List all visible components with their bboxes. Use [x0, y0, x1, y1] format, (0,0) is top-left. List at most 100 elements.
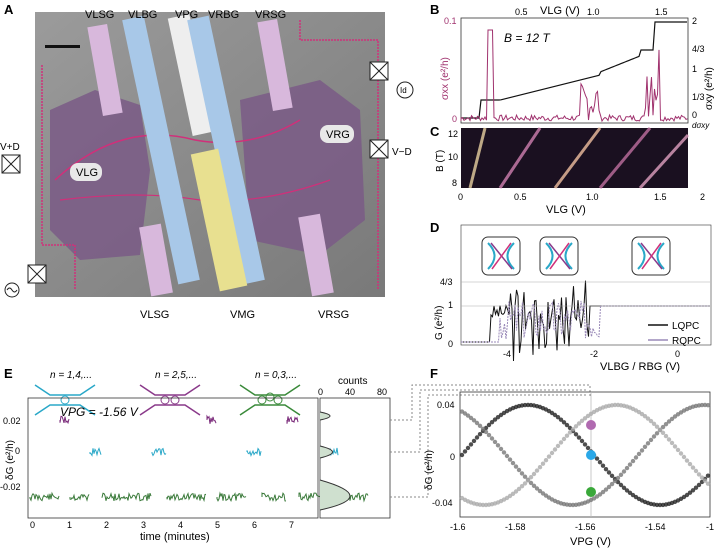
b-right-tick-3: 1/3: [692, 92, 705, 102]
f-data-point: [465, 445, 471, 451]
f-data-point: [573, 432, 579, 437]
b-left-axis-label: σxx (e²/h): [440, 57, 451, 100]
f-data-point: [477, 432, 483, 437]
label-vlsg-top: VLSG: [85, 9, 114, 21]
c-x-tick-0: 0: [458, 192, 463, 202]
e-hist-peak: [319, 479, 351, 511]
panel-f: 0.04 0 -0.04 δG (e²/h) -1.6 -1.58 -1.56 …: [424, 391, 714, 548]
f-data-point: [474, 435, 480, 440]
f-data-point: [642, 444, 648, 449]
e-x-tick: 0: [30, 520, 35, 530]
f-data-point: [600, 463, 606, 468]
panel-label-b: B: [430, 2, 439, 17]
c-streak: [498, 127, 542, 189]
c-heatmap: [461, 128, 688, 188]
f-data-point: [702, 478, 708, 483]
e-x-tick: 5: [215, 520, 220, 530]
f-data-point: [525, 478, 531, 483]
connector-lines: [390, 384, 591, 498]
f-x-tick-3: -1.54: [645, 522, 666, 532]
f-data-point: [666, 419, 672, 424]
f-data-point: [666, 437, 672, 442]
f-data-point: [684, 458, 690, 463]
f-data-point: [654, 424, 660, 429]
f-y-tick-2: -0.04: [432, 498, 453, 508]
panel-e: n = 1,4,... n = 2,5,... n = 0,3,... VPG …: [0, 370, 391, 543]
c-y-tick-1: 10: [448, 152, 458, 162]
f-data-point: [531, 483, 537, 488]
f-data-point: [660, 424, 666, 430]
f-data-point: [486, 432, 492, 438]
f-data-point: [489, 420, 495, 425]
panel-b: B = 12 T VLG (V) 0.5 1.0 1.5 0.1 0 σxx (…: [440, 5, 715, 124]
f-data-point: [459, 452, 465, 458]
f-data-point: [465, 413, 471, 418]
d-legend-lqpc: LQPC: [672, 321, 699, 332]
panel-label-f: F: [430, 366, 438, 381]
f-data-point: [663, 422, 669, 427]
e-trace-segment: [89, 447, 102, 457]
f-data-point: [669, 416, 675, 422]
rsg-bottom-gate: [298, 213, 334, 297]
f-data-point: [657, 427, 663, 432]
f-data-point: [603, 467, 609, 472]
f-data-point: [681, 454, 687, 460]
f-data-point: [627, 490, 633, 495]
f-x-tick-4: -1: [706, 522, 714, 532]
pg-gate: [167, 14, 215, 136]
f-data-point: [570, 427, 576, 432]
terminal-vd-minus: V−D: [369, 139, 412, 159]
f-data-point: [549, 450, 555, 456]
rg-region: [240, 80, 365, 255]
e-trace-segment: [69, 493, 90, 502]
d-y-axis-label: G (e²/h): [434, 306, 445, 340]
f-data-point: [603, 487, 609, 492]
f-data-point: [507, 457, 513, 462]
f-data-point: [471, 438, 477, 444]
e-x-tick: 4: [178, 520, 183, 530]
f-data-point: [576, 421, 582, 426]
f-data-point: [531, 471, 537, 477]
vlg-badge: VLG: [70, 163, 102, 181]
f-data-point: [501, 450, 507, 455]
f-data-point: [486, 422, 492, 428]
f-data-point: [468, 415, 474, 421]
f-data-point: [483, 429, 489, 435]
f-data-point: [693, 485, 699, 490]
d-x-tick-2: 0: [675, 349, 680, 359]
e-hist-title: counts: [338, 376, 367, 387]
c-x-tick-2: 1.0: [586, 192, 599, 202]
f-data-point: [678, 451, 684, 456]
sxx-curve: [460, 29, 688, 123]
e-hist-peak: [319, 445, 333, 459]
f-data-point: [663, 433, 669, 439]
f-y-axis-label: δG (e²/h): [424, 450, 435, 490]
d-y-tick-1: 1: [448, 300, 453, 310]
f-data-point: [645, 416, 651, 421]
e-x-tick: 3: [141, 520, 146, 530]
f-data-point: [585, 445, 591, 451]
f-data-point: [651, 434, 657, 439]
f-data-point: [648, 418, 654, 424]
e-y-axis-label: δG (e²/h): [5, 440, 16, 480]
e-y-tick-0: 0.02: [3, 416, 21, 426]
b-right-axis-label: σxy (e²/h): [704, 67, 715, 110]
lsg-top-gate: [87, 23, 123, 117]
f-data-point: [648, 437, 654, 443]
f-data-point: [642, 414, 648, 419]
f-data-point: [705, 403, 711, 408]
f-data-point: [558, 440, 564, 445]
f-data-point: [579, 418, 585, 423]
e-filling-1: n = 1,4,...: [50, 370, 92, 381]
vrg-badge: VRG: [320, 125, 354, 143]
f-data-point: [645, 441, 651, 446]
panel-a: VLSG VLBG VPG VRBG VRSG VLSG VMG VRSG V+…: [0, 9, 414, 321]
d-x-axis-label: VLBG / RBG (V): [600, 361, 680, 373]
e-hist-tick-2: 80: [377, 387, 387, 397]
f-data-point: [477, 423, 483, 428]
f-data-point: [660, 430, 666, 435]
f-data-point: [513, 464, 519, 469]
e-filling-2: n = 2,5,...: [155, 370, 197, 381]
c-x-tick-3: 1.5: [654, 192, 667, 202]
e-trace-segment: [206, 414, 217, 424]
